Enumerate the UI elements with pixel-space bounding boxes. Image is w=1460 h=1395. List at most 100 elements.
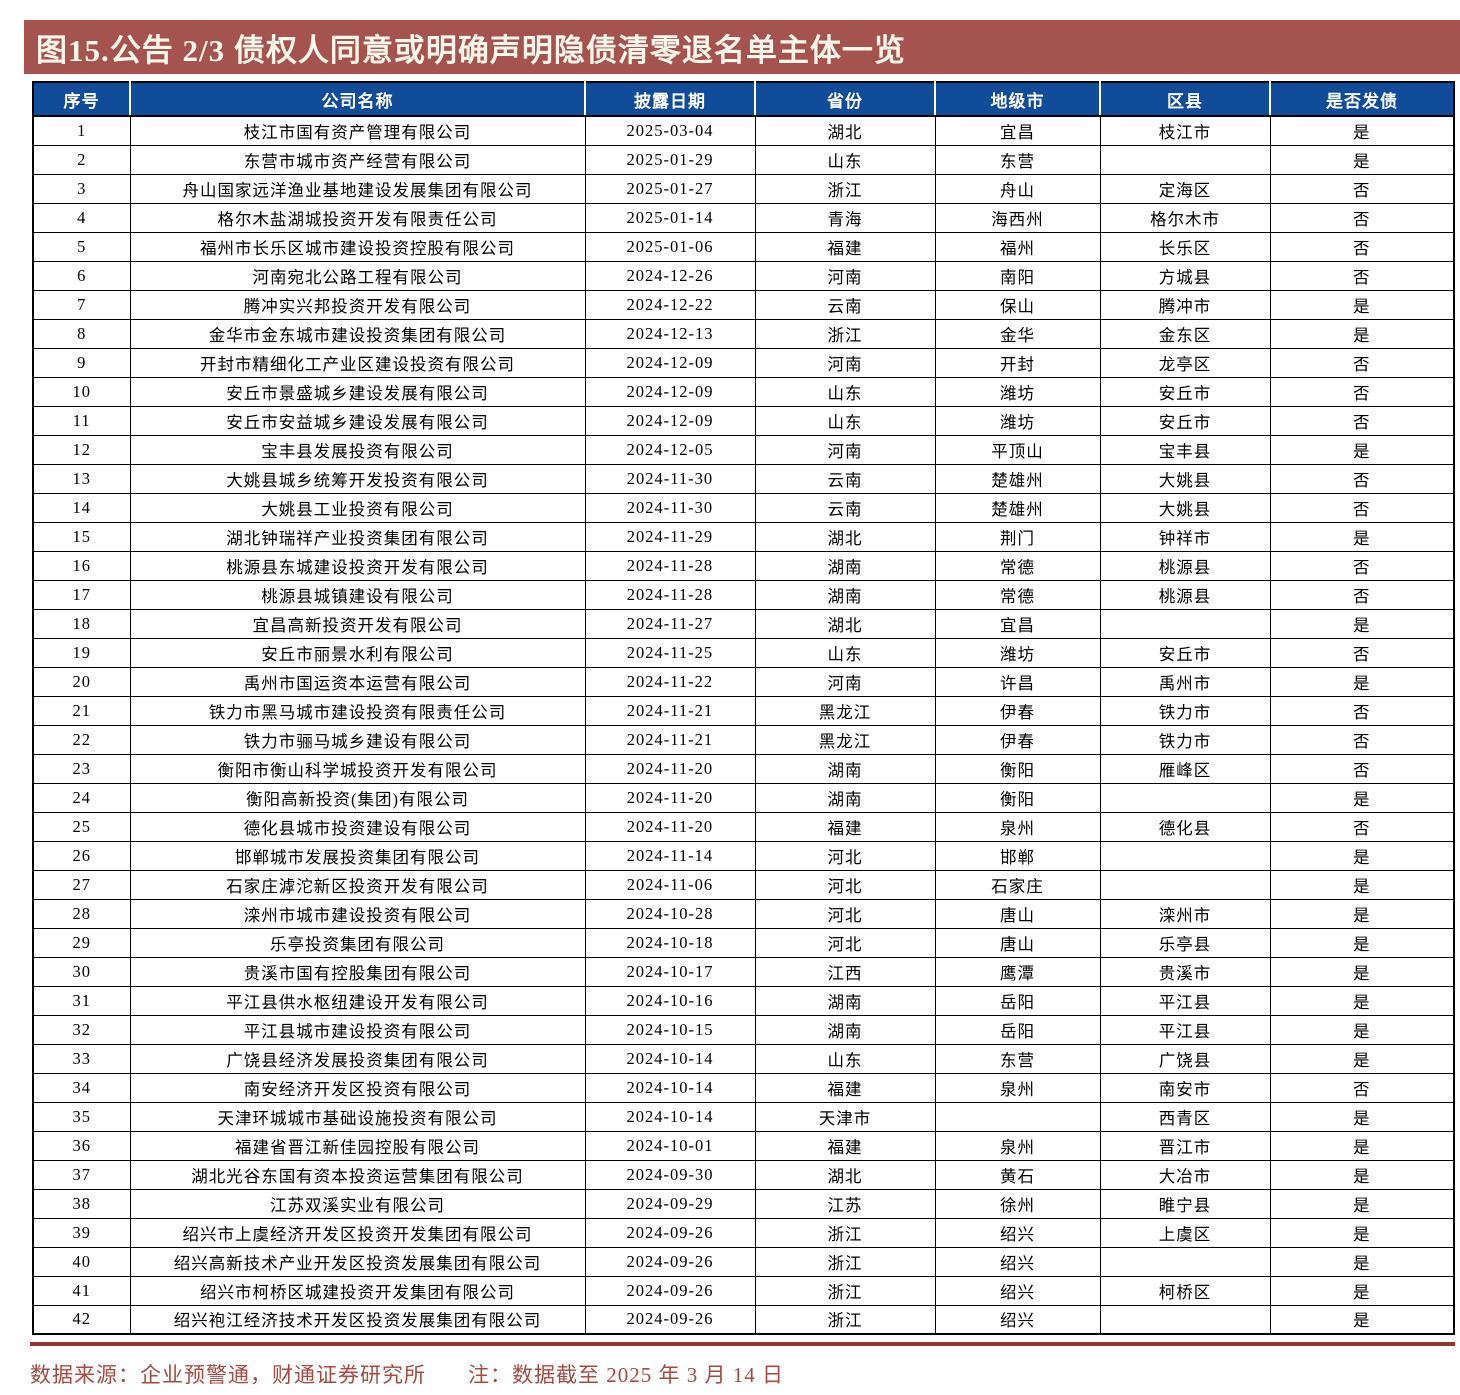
cell-disclosure-date: 2025-03-04 (584, 115, 756, 146)
cell-seq: 10 (32, 376, 131, 407)
cell-disclosure-date: 2024-11-29 (584, 521, 756, 552)
table-row: 35 天津环城城市基础设施投资有限公司 2024-10-14 天津市 西青区是 (32, 1101, 1455, 1132)
table-row: 14 大姚县工业投资有限公司 2024-11-30 云南 楚雄州 大姚县否 (32, 492, 1455, 523)
cell-company: 绍兴市上虞经济开发区投资开发集团有限公司 (129, 1217, 586, 1248)
cell-city: 徐州 (934, 1188, 1101, 1219)
cell-district: 禹州市 (1099, 666, 1271, 697)
cell-district: 钟祥市 (1099, 521, 1271, 552)
cell-bond-issued: 否 (1269, 173, 1455, 204)
cell-district: 桃源县 (1099, 550, 1271, 581)
table-row: 13 大姚县城乡统筹开发投资有限公司 2024-11-30 云南 楚雄州 大姚县否 (32, 463, 1455, 494)
cell-province: 浙江 (754, 1246, 936, 1277)
cell-seq: 34 (32, 1072, 131, 1103)
cell-bond-issued: 是 (1269, 608, 1455, 639)
column-header-bond-issued: 是否发债 (1269, 82, 1454, 117)
cell-bond-issued: 是 (1269, 1275, 1455, 1306)
cell-company: 绍兴市柯桥区城建投资开发集团有限公司 (129, 1275, 586, 1306)
table-row: 16 桃源县东城建设投资开发有限公司 2024-11-28 湖南 常德 桃源县否 (32, 550, 1455, 581)
table-row: 3 舟山国家远洋渔业基地建设发展集团有限公司 2025-01-27 浙江 舟山 定海区否 (32, 173, 1455, 204)
column-header-seq: 序号 (32, 82, 130, 117)
cell-disclosure-date: 2024-09-26 (584, 1275, 756, 1306)
cell-seq: 23 (32, 753, 131, 784)
cell-seq: 5 (32, 231, 131, 262)
table-row: 40 绍兴高新技术产业开发区投资发展集团有限公司 2024-09-26 浙江 绍兴 是 (32, 1246, 1455, 1277)
cell-city: 潍坊 (934, 405, 1101, 436)
cell-seq: 42 (32, 1304, 131, 1335)
cell-disclosure-date: 2024-10-15 (584, 1014, 756, 1045)
cell-disclosure-date: 2024-12-13 (584, 318, 756, 349)
cell-province: 湖南 (754, 1014, 936, 1045)
cell-bond-issued: 否 (1269, 202, 1455, 233)
cell-city (934, 1101, 1101, 1132)
cell-company: 大姚县城乡统筹开发投资有限公司 (129, 463, 586, 494)
column-header-district: 区县 (1099, 82, 1270, 117)
table-row: 32 平江县城市建设投资有限公司 2024-10-15 湖南 岳阳 平江县是 (32, 1014, 1455, 1045)
cell-city: 荆门 (934, 521, 1101, 552)
cell-province: 青海 (754, 202, 936, 233)
table-row: 21 铁力市黑马城市建设投资有限责任公司 2024-11-21 黑龙江 伊春 铁力市否 (32, 695, 1455, 726)
cell-disclosure-date: 2024-11-20 (584, 753, 756, 784)
cell-seq: 13 (32, 463, 131, 494)
cell-seq: 3 (32, 173, 131, 204)
cell-seq: 36 (32, 1130, 131, 1161)
cell-district: 雁峰区 (1099, 753, 1271, 784)
cell-seq: 15 (32, 521, 131, 552)
cell-bond-issued: 是 (1269, 318, 1455, 349)
cell-city: 南阳 (934, 260, 1101, 291)
cell-seq: 38 (32, 1188, 131, 1219)
cell-disclosure-date: 2024-10-16 (584, 985, 756, 1016)
cell-city: 楚雄州 (934, 463, 1101, 494)
cell-disclosure-date: 2024-09-26 (584, 1246, 756, 1277)
table-row: 19 安丘市丽景水利有限公司 2024-11-25 山东 潍坊 安丘市否 (32, 637, 1455, 668)
cell-province: 福建 (754, 1072, 936, 1103)
cell-province: 河南 (754, 434, 936, 465)
table-row: 20 禹州市国运资本运营有限公司 2024-11-22 河南 许昌 禹州市是 (32, 666, 1455, 697)
table-row: 41 绍兴市柯桥区城建投资开发集团有限公司 2024-09-26 浙江 绍兴 柯桥区是 (32, 1275, 1455, 1306)
cell-disclosure-date: 2025-01-29 (584, 144, 756, 175)
cell-city: 衡阳 (934, 753, 1101, 784)
table-row: 11 安丘市安益城乡建设发展有限公司 2024-12-09 山东 潍坊 安丘市否 (32, 405, 1455, 436)
cell-district (1099, 608, 1271, 639)
cell-disclosure-date: 2024-12-09 (584, 405, 756, 436)
cell-district: 安丘市 (1099, 637, 1271, 668)
table-row: 10 安丘市景盛城乡建设发展有限公司 2024-12-09 山东 潍坊 安丘市否 (32, 376, 1455, 407)
cell-district: 铁力市 (1099, 724, 1271, 755)
cell-city: 许昌 (934, 666, 1101, 697)
cell-disclosure-date: 2024-11-27 (584, 608, 756, 639)
cell-bond-issued: 是 (1269, 289, 1455, 320)
table-header: 序号 公司名称 披露日期 省份 地级市 区县 是否发债 (32, 82, 1454, 117)
cell-bond-issued: 否 (1269, 492, 1455, 523)
cell-district: 安丘市 (1099, 405, 1271, 436)
cell-company: 禹州市国运资本运营有限公司 (129, 666, 586, 697)
cell-province: 河南 (754, 260, 936, 291)
cell-district: 南安市 (1099, 1072, 1271, 1103)
cell-disclosure-date: 2024-12-26 (584, 260, 756, 291)
cell-province: 江西 (754, 956, 936, 987)
cell-bond-issued: 否 (1269, 695, 1455, 726)
cell-seq: 8 (32, 318, 131, 349)
cell-seq: 24 (32, 782, 131, 813)
cell-city: 石家庄 (934, 869, 1101, 900)
cell-bond-issued: 是 (1269, 1043, 1455, 1074)
cell-company: 金华市金东城市建设投资集团有限公司 (129, 318, 586, 349)
table-row: 17 桃源县城镇建设有限公司 2024-11-28 湖南 常德 桃源县否 (32, 579, 1455, 610)
table-row: 6 河南宛北公路工程有限公司 2024-12-26 河南 南阳 方城县否 (32, 260, 1455, 291)
table-row: 2 东营市城市资产经营有限公司 2025-01-29 山东 东营 是 (32, 144, 1455, 175)
cell-disclosure-date: 2024-09-29 (584, 1188, 756, 1219)
cell-company: 平江县城市建设投资有限公司 (129, 1014, 586, 1045)
cell-disclosure-date: 2024-12-09 (584, 376, 756, 407)
cell-province: 湖北 (754, 608, 936, 639)
table-row: 29 乐亭投资集团有限公司 2024-10-18 河北 唐山 乐亭县是 (32, 927, 1455, 958)
table-row: 18 宜昌高新投资开发有限公司 2024-11-27 湖北 宜昌 是 (32, 608, 1455, 639)
table-row: 42 绍兴袍江经济技术开发区投资发展集团有限公司 2024-09-26 浙江 绍兴 是 (32, 1304, 1455, 1335)
cell-company: 衡阳高新投资(集团)有限公司 (129, 782, 586, 813)
cell-district: 腾冲市 (1099, 289, 1271, 320)
cell-city: 绍兴 (934, 1246, 1101, 1277)
cell-seq: 20 (32, 666, 131, 697)
cell-district (1099, 1304, 1271, 1335)
cell-province: 湖南 (754, 550, 936, 581)
cell-seq: 37 (32, 1159, 131, 1190)
cell-company: 福建省晋江新佳园控股有限公司 (129, 1130, 586, 1161)
cell-company: 德化县城市投资建设有限公司 (129, 811, 586, 842)
table-row: 22 铁力市骊马城乡建设有限公司 2024-11-21 黑龙江 伊春 铁力市否 (32, 724, 1455, 755)
